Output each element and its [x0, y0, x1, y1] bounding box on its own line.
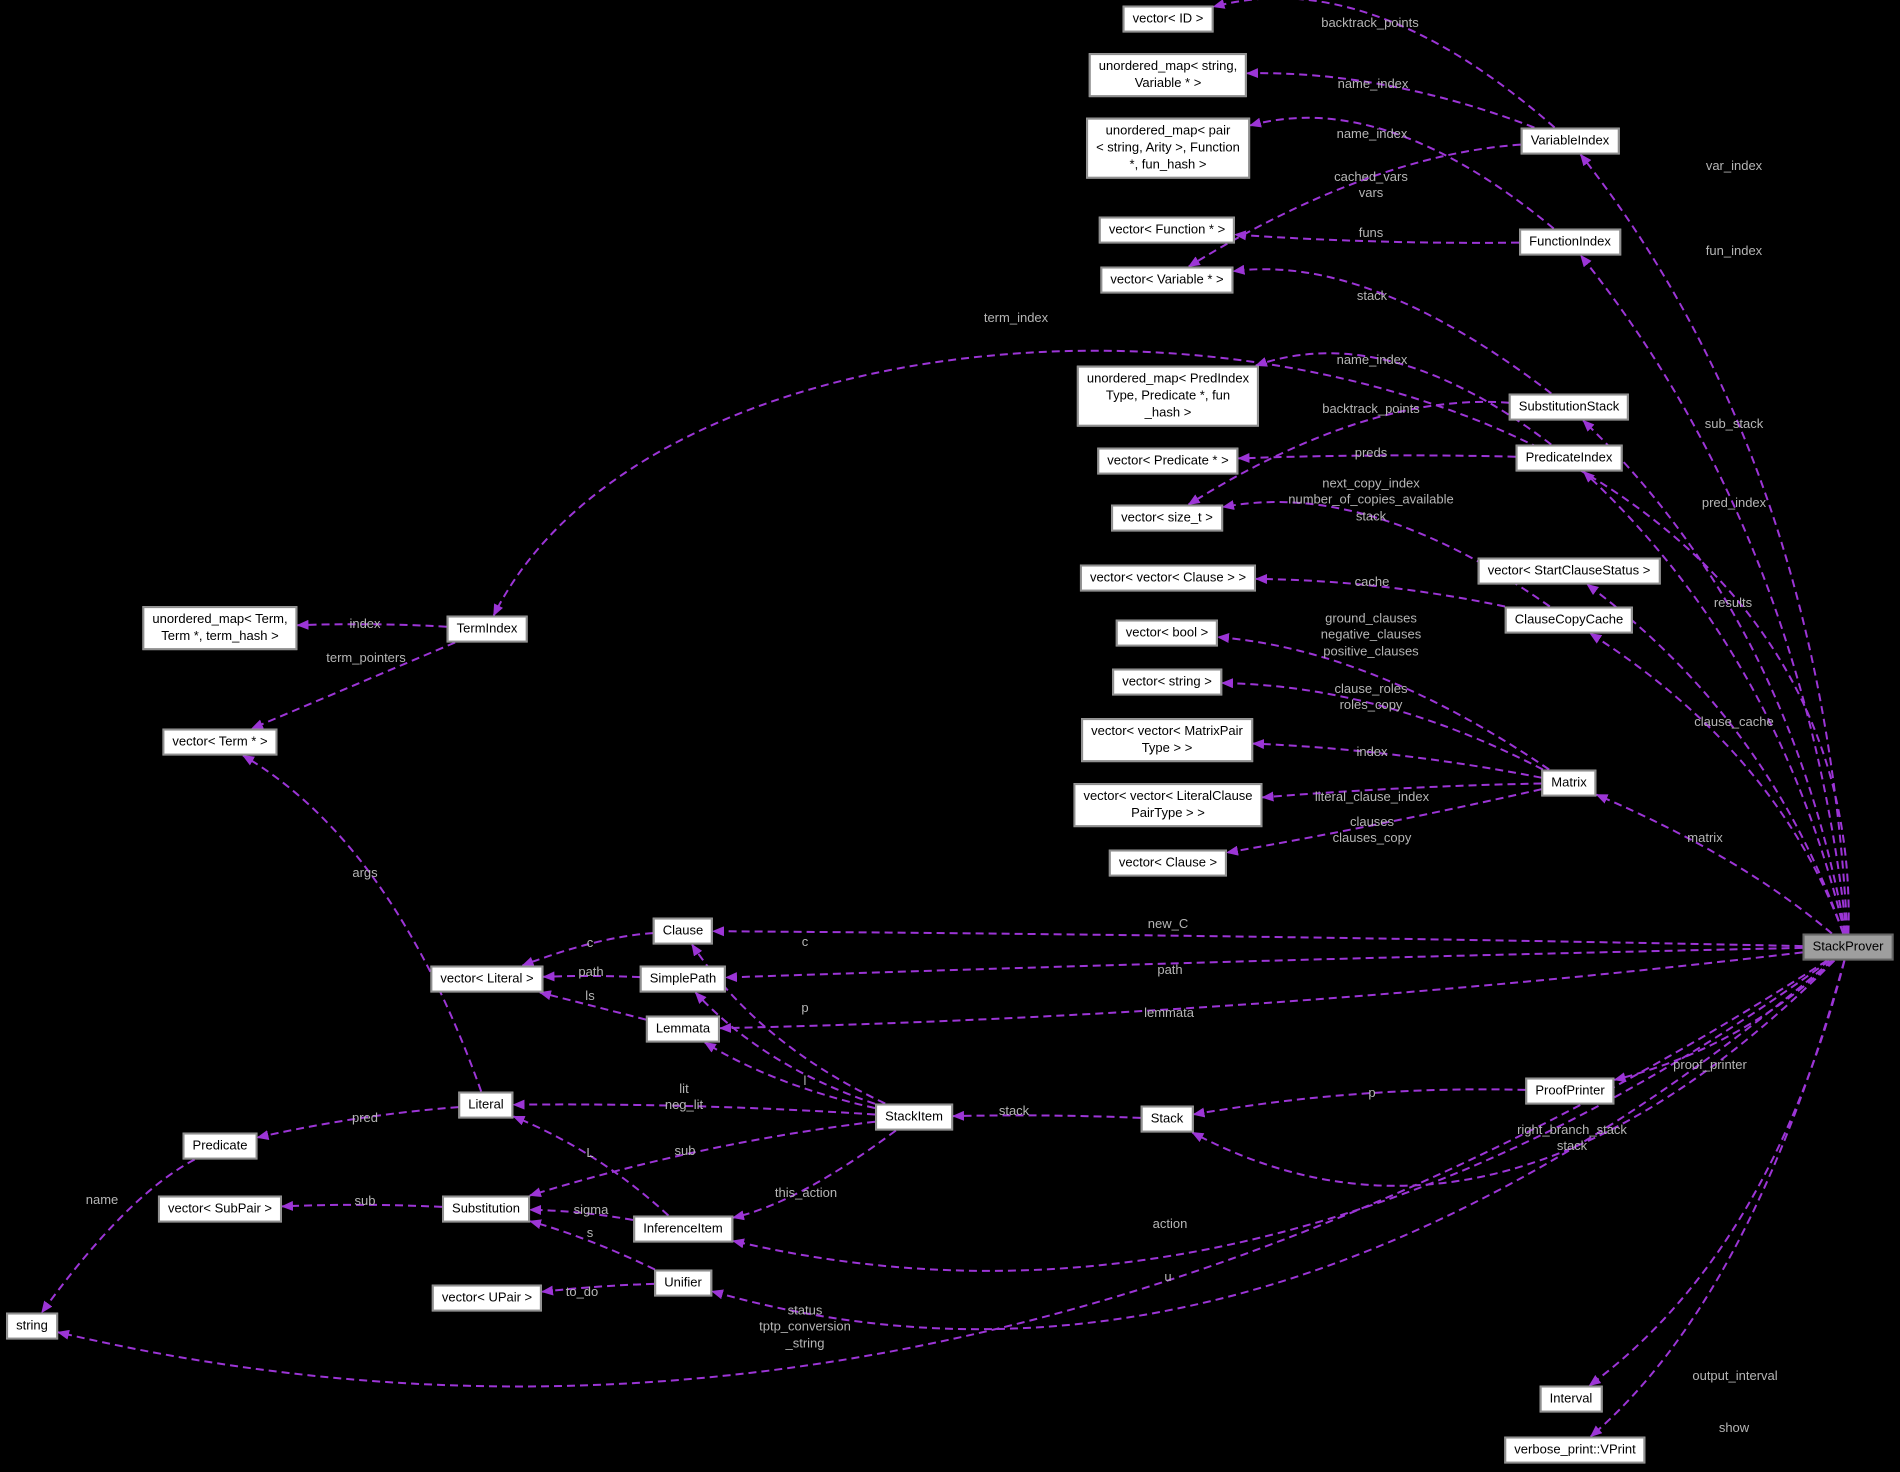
node-stackprover[interactable]: StackProver	[1802, 933, 1894, 961]
edge-matrix-vecbool	[1217, 633, 1550, 771]
edge-stackprover-clausecopycache	[1589, 632, 1845, 934]
edge-stackprover-matrix	[1595, 793, 1833, 935]
edge-stackprover-simplepath	[725, 946, 1803, 983]
edge-lemmata-vecliteral	[538, 990, 647, 1021]
edge-substitution-vecsubpair	[281, 1200, 443, 1211]
node-umapterm[interactable]: unordered_map< Term, Term *, term_hash >	[142, 606, 298, 650]
node-literal[interactable]: Literal	[458, 1091, 514, 1119]
node-vecclause[interactable]: vector< Clause >	[1108, 849, 1228, 877]
edge-stackprover-predicateindex	[1582, 470, 1846, 934]
edge-proofprinter-stack	[1192, 1088, 1526, 1118]
node-vecvecmatrixpair[interactable]: vector< vector< MatrixPair Type > >	[1081, 718, 1253, 762]
edge-predicateindex-vecpred	[1237, 453, 1516, 464]
edge-stackprover-inferenceitem	[732, 959, 1830, 1272]
node-vecvecclause[interactable]: vector< vector< Clause > >	[1079, 564, 1257, 592]
node-vecfun[interactable]: vector< Function * >	[1098, 216, 1236, 244]
node-stack[interactable]: Stack	[1140, 1105, 1194, 1133]
edge-variableindex-vecid	[1212, 0, 1556, 129]
node-substitution[interactable]: Substitution	[442, 1195, 530, 1223]
edge-termindex-vecterm	[250, 641, 456, 730]
edge-literal-vecterm	[242, 754, 483, 1092]
node-inferenceitem[interactable]: InferenceItem	[633, 1215, 733, 1243]
edge-predicate-string	[40, 1158, 196, 1314]
edge-stackprover-vprint	[1589, 960, 1846, 1438]
edge-stackprover-termindex	[492, 349, 1850, 934]
node-vecterm[interactable]: vector< Term * >	[162, 728, 278, 756]
edge-stackprover-variableindex	[1579, 153, 1849, 934]
node-vecbool[interactable]: vector< bool >	[1115, 619, 1219, 647]
node-simplepath[interactable]: SimplePath	[639, 965, 727, 993]
edge-termindex-umapterm	[296, 619, 447, 630]
edge-stackprover-proofprinter	[1613, 959, 1835, 1083]
edge-stackprover-lemmata	[719, 951, 1803, 1033]
node-vecvar[interactable]: vector< Variable * >	[1100, 266, 1234, 294]
edge-inferenceitem-substitution	[529, 1204, 634, 1221]
edge-variableindex-umapstrvar	[1246, 68, 1535, 129]
node-termindex[interactable]: TermIndex	[446, 615, 528, 643]
node-umappairfun[interactable]: unordered_map< pair < string, Arity >, F…	[1086, 117, 1250, 179]
edge-clause-vecliteral	[521, 932, 654, 967]
node-vecstring[interactable]: vector< string >	[1112, 668, 1222, 696]
edge-clausecopycache-vecsize	[1222, 500, 1551, 608]
node-clausecopycache[interactable]: ClauseCopyCache	[1504, 606, 1634, 634]
edge-stackprover-functionindex	[1580, 254, 1848, 934]
edge-matrix-vecclause	[1226, 788, 1542, 856]
edge-stackitem-lemmata	[703, 1041, 876, 1110]
edge-stackitem-simplepath	[694, 991, 876, 1105]
edge-stackprover-stack	[1191, 959, 1836, 1187]
node-substitutionstack[interactable]: SubstitutionStack	[1508, 393, 1630, 421]
node-vecsubpair[interactable]: vector< SubPair >	[157, 1195, 283, 1223]
edge-inferenceitem-literal	[512, 1115, 670, 1217]
edge-substitutionstack-vecsize	[1187, 400, 1510, 506]
node-umapstrvar[interactable]: unordered_map< string, Variable * >	[1088, 53, 1248, 97]
edge-stackprover-clause	[712, 926, 1803, 948]
node-vecid[interactable]: vector< ID >	[1122, 5, 1214, 33]
edge-stackprover-unifier	[711, 959, 1833, 1331]
edge-literal-predicate	[256, 1106, 459, 1140]
node-proofprinter[interactable]: ProofPrinter	[1525, 1077, 1615, 1105]
node-matrix[interactable]: Matrix	[1541, 769, 1597, 797]
edge-functionindex-umappairfun	[1249, 116, 1555, 230]
node-vprint[interactable]: verbose_print::VPrint	[1504, 1436, 1646, 1464]
edge-substitutionstack-vecvar	[1232, 264, 1552, 395]
edge-stackprover-string	[57, 959, 1828, 1388]
edge-stack-stackitem	[952, 1110, 1141, 1121]
node-vecliteral[interactable]: vector< Literal >	[430, 965, 544, 993]
edge-functionindex-vecfun	[1234, 230, 1520, 244]
node-unifier[interactable]: Unifier	[654, 1269, 712, 1297]
edge-predicateindex-umappred	[1254, 352, 1552, 446]
node-interval[interactable]: Interval	[1539, 1385, 1603, 1413]
edge-stackprover-substitutionstack	[1582, 419, 1847, 934]
edge-stackitem-substitution	[528, 1120, 876, 1198]
node-vecupair[interactable]: vector< UPair >	[431, 1284, 543, 1312]
node-stackitem[interactable]: StackItem	[875, 1103, 953, 1131]
edge-stackitem-literal	[512, 1099, 876, 1116]
node-functionindex[interactable]: FunctionIndex	[1519, 228, 1621, 256]
node-clause[interactable]: Clause	[652, 917, 714, 945]
node-vecsize[interactable]: vector< size_t >	[1111, 504, 1223, 532]
edge-matrix-vecstring	[1221, 678, 1544, 771]
node-predicate[interactable]: Predicate	[182, 1132, 258, 1160]
edge-stackprover-interval	[1588, 960, 1846, 1387]
node-predicateindex[interactable]: PredicateIndex	[1515, 444, 1623, 472]
node-vecstartclause[interactable]: vector< StartClauseStatus >	[1477, 557, 1661, 585]
node-variableindex[interactable]: VariableIndex	[1520, 127, 1620, 155]
node-vecveclitclause[interactable]: vector< vector< LiteralClause PairType >…	[1073, 783, 1263, 827]
edge-clausecopycache-vecvecclause	[1255, 574, 1506, 608]
node-vecpred[interactable]: vector< Predicate * >	[1097, 447, 1239, 475]
edge-matrix-vecvecmatrixpair	[1252, 739, 1542, 779]
edge-simplepath-vecliteral	[542, 971, 641, 982]
node-umappred[interactable]: unordered_map< PredIndex Type, Predicate…	[1076, 365, 1260, 427]
edge-unifier-substitution	[529, 1219, 656, 1271]
edge-matrix-vecveclitclause	[1261, 782, 1542, 802]
edge-unifier-vecupair	[541, 1282, 655, 1296]
edge-stackitem-inferenceitem	[732, 1129, 897, 1221]
node-string[interactable]: string	[6, 1312, 58, 1340]
node-lemmata[interactable]: Lemmata	[645, 1015, 721, 1043]
edge-stackprover-vecstartclause	[1586, 583, 1845, 934]
